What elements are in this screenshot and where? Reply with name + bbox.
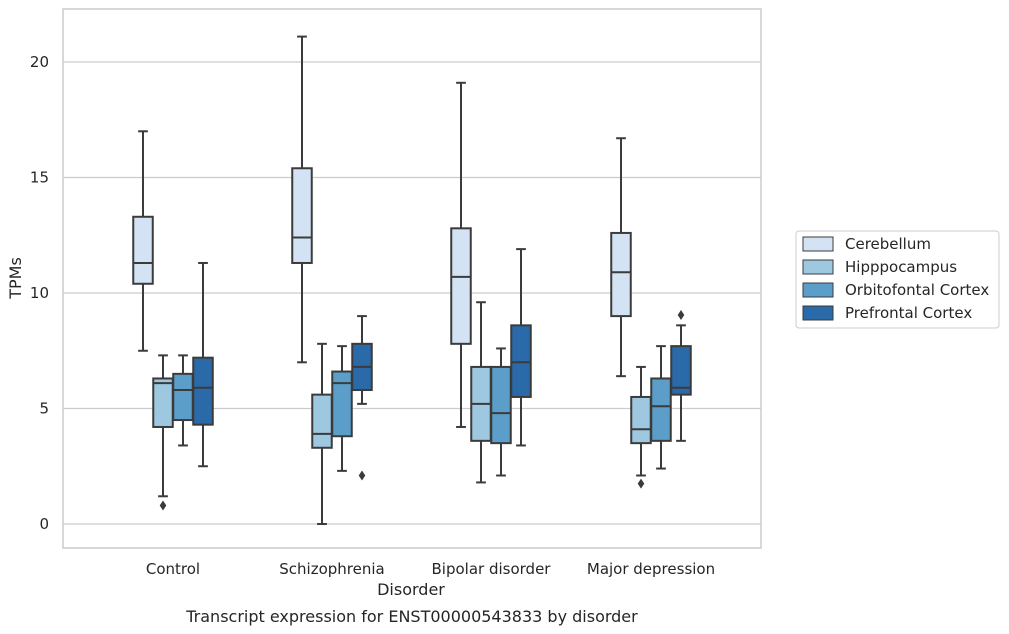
box-body [630, 395, 652, 445]
x-tick-label: Control [146, 560, 200, 578]
box-body [331, 370, 353, 438]
box-orbitofontal-cortex-1 [331, 345, 353, 472]
box-cerebellum-1 [291, 35, 313, 364]
box-body [450, 227, 472, 345]
x-tick-label: Bipolar disorder [432, 560, 552, 578]
legend-label: Orbitofontal Cortex [845, 281, 989, 299]
legend-swatch [802, 236, 834, 252]
box-body [132, 215, 154, 285]
legend-label: Cerebellum [845, 235, 931, 253]
legend: Cerebellum Hipppocampus Orbitofontal Corte… [795, 230, 1000, 329]
box-hipppocampus-0 [152, 354, 174, 511]
chart-caption: Transcript expression for ENST0000054383… [185, 607, 638, 626]
outlier-point [159, 500, 167, 511]
box-orbitofontal-cortex-3 [650, 345, 672, 470]
box-hipppocampus-3 [630, 365, 652, 489]
y-tick-label: 0 [39, 515, 49, 533]
box-body [650, 377, 672, 442]
box-body [172, 372, 194, 422]
box-prefrontal-cortex-0 [192, 261, 214, 468]
outlier-point [677, 309, 685, 320]
box-prefrontal-cortex-1 [351, 315, 373, 481]
box-body [311, 393, 333, 449]
y-tick-labels: 0 5 10 15 20 [30, 53, 49, 533]
grid-lines [63, 61, 761, 525]
y-tick-label: 10 [30, 284, 49, 302]
box-orbitofontal-cortex-2 [490, 347, 512, 477]
plot-area-frame [62, 8, 762, 549]
box-body [670, 345, 692, 396]
outlier-point [358, 470, 366, 481]
legend-swatch [802, 305, 834, 321]
box-hipppocampus-2 [470, 301, 492, 484]
y-tick-label: 15 [30, 169, 49, 187]
box-body [291, 167, 313, 264]
legend-frame [795, 230, 1000, 329]
box-body [490, 365, 512, 445]
box-cerebellum-2 [450, 81, 472, 428]
legend-swatch [802, 282, 834, 298]
box-prefrontal-cortex-3 [670, 309, 692, 442]
y-axis-label: TPMs [6, 257, 25, 300]
x-axis-label: Disorder [377, 580, 445, 599]
box-prefrontal-cortex-2 [510, 248, 532, 447]
x-tick-label: Major depression [587, 560, 715, 578]
box-body [152, 377, 174, 428]
y-tick-label: 5 [39, 400, 49, 418]
legend-label: Hipppocampus [845, 258, 957, 276]
x-tick-label: Schizophrenia [279, 560, 384, 578]
legend-label: Prefrontal Cortex [845, 304, 972, 322]
box-cerebellum-3 [610, 137, 632, 378]
legend-swatch [802, 259, 834, 275]
y-tick-label: 20 [30, 53, 49, 71]
outlier-point [637, 478, 645, 489]
x-tick-labels: Control Schizophrenia Bipolar disorder Majo… [146, 560, 715, 578]
box-body [610, 231, 632, 318]
box-hipppocampus-1 [311, 342, 333, 525]
box-body [192, 356, 214, 426]
box-orbitofontal-cortex-0 [172, 354, 194, 447]
box-groups [132, 35, 692, 525]
box-cerebellum-0 [132, 130, 154, 352]
box-body [510, 324, 532, 398]
